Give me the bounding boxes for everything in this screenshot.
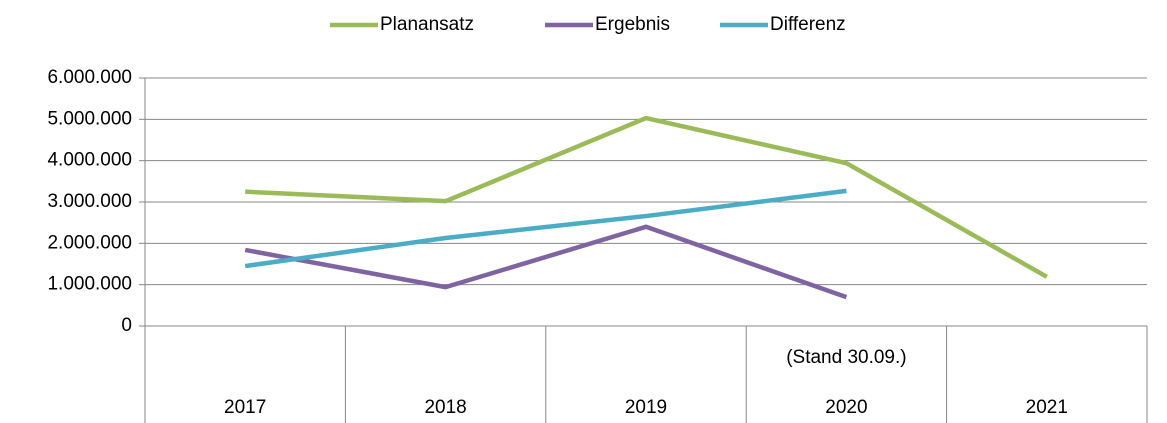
legend-label: Differenz	[770, 14, 846, 35]
y-tick-label: 3.000.000	[47, 191, 132, 212]
series-line	[245, 115, 1048, 279]
y-tick-label: 0	[121, 315, 132, 336]
y-tick-label: 6.000.000	[47, 67, 132, 88]
y-tick-label: 5.000.000	[47, 108, 132, 129]
x-tick-label: 2017	[224, 397, 266, 418]
legend-label: Planansatz	[380, 14, 474, 35]
y-tick-label: 1.000.000	[47, 274, 132, 295]
y-tick-label: 2.000.000	[47, 232, 132, 253]
x-tick-label: 2020	[825, 397, 867, 418]
legend-label: Ergebnis	[595, 14, 670, 35]
series-line	[244, 188, 847, 269]
x-tick-label: 2021	[1026, 397, 1068, 418]
annotation: (Stand 30.09.)	[786, 347, 906, 368]
x-tick-label: 2018	[424, 397, 466, 418]
series-line	[244, 224, 848, 300]
y-tick-label: 4.000.000	[47, 150, 132, 171]
x-tick-label: 2019	[625, 397, 667, 418]
